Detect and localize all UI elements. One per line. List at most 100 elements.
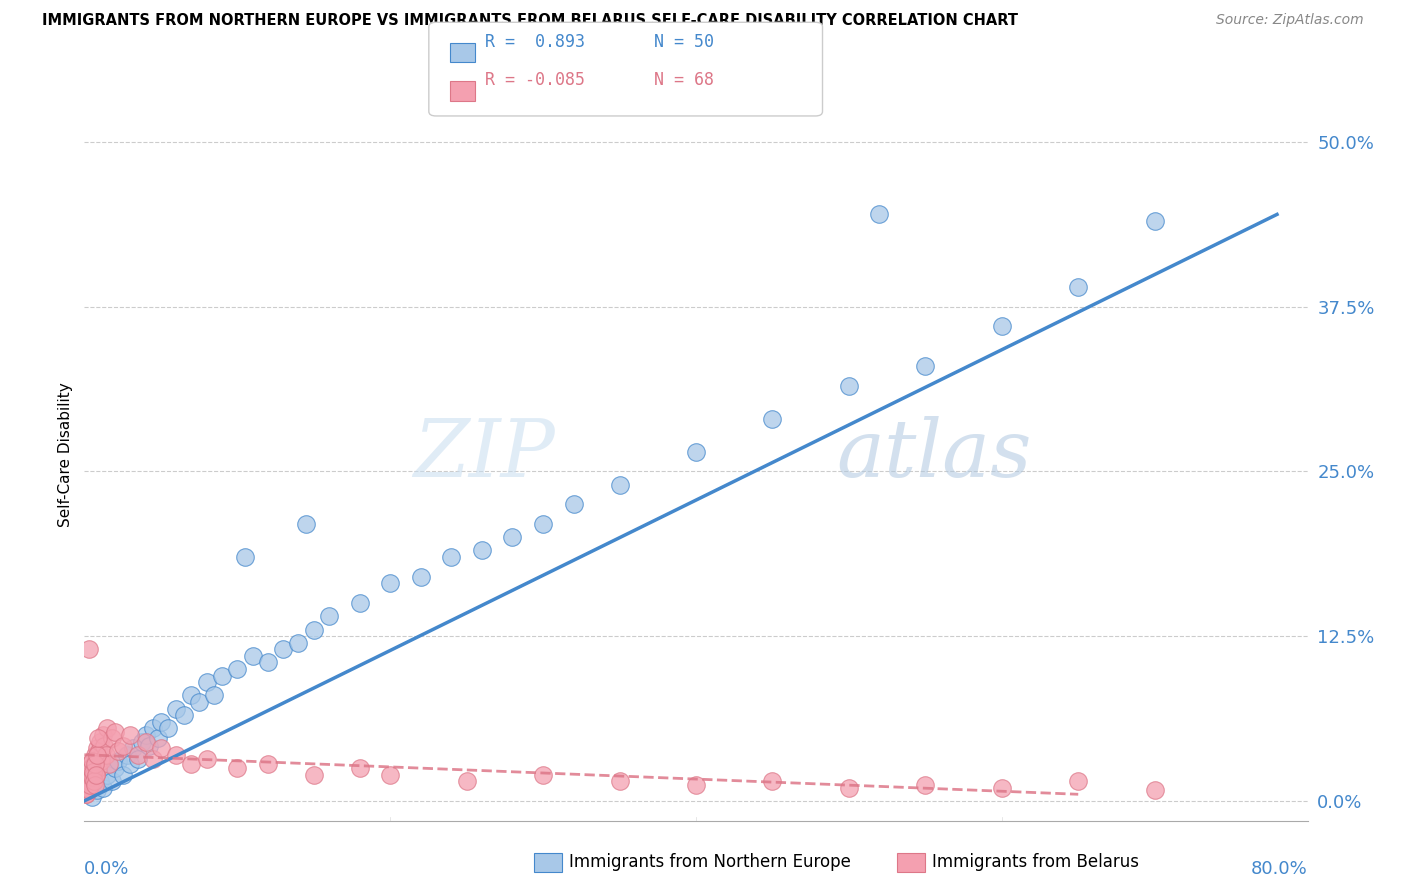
Point bbox=[165, 747, 187, 762]
Point bbox=[97, 756, 120, 771]
Point bbox=[86, 747, 108, 762]
Point bbox=[93, 739, 115, 753]
Text: 0.0%: 0.0% bbox=[84, 860, 129, 879]
Point bbox=[87, 744, 110, 758]
Point bbox=[111, 739, 134, 753]
Point bbox=[76, 780, 98, 795]
Point bbox=[440, 550, 463, 565]
Point bbox=[195, 675, 218, 690]
Point bbox=[131, 734, 153, 748]
Point bbox=[226, 662, 249, 676]
Text: atlas: atlas bbox=[837, 417, 1032, 493]
Point bbox=[914, 359, 936, 373]
Point bbox=[84, 778, 107, 792]
Text: N = 50: N = 50 bbox=[654, 33, 714, 51]
Point bbox=[91, 780, 114, 795]
Point bbox=[135, 734, 157, 748]
Point bbox=[77, 767, 100, 781]
Text: R =  0.893: R = 0.893 bbox=[485, 33, 585, 51]
Point bbox=[471, 543, 494, 558]
Point bbox=[83, 756, 105, 771]
Point bbox=[869, 207, 891, 221]
Point bbox=[82, 764, 104, 779]
Point bbox=[302, 623, 325, 637]
Text: N = 68: N = 68 bbox=[654, 71, 714, 89]
Point bbox=[349, 761, 371, 775]
Point bbox=[1143, 783, 1166, 797]
Point bbox=[79, 761, 101, 775]
Point bbox=[380, 576, 402, 591]
Point bbox=[146, 731, 169, 745]
Point bbox=[75, 787, 97, 801]
Point bbox=[79, 778, 101, 792]
Point bbox=[318, 609, 340, 624]
Point bbox=[79, 778, 101, 792]
Point bbox=[685, 778, 707, 792]
Point bbox=[609, 774, 631, 789]
Point bbox=[914, 778, 936, 792]
Point bbox=[89, 774, 111, 789]
Point bbox=[115, 747, 138, 762]
Point bbox=[1067, 280, 1090, 294]
Point bbox=[295, 517, 318, 532]
Point bbox=[409, 570, 432, 584]
Text: R = -0.085: R = -0.085 bbox=[485, 71, 585, 89]
Point bbox=[456, 774, 478, 789]
Point bbox=[96, 767, 118, 781]
Point bbox=[80, 770, 103, 784]
Point bbox=[82, 764, 104, 779]
Point bbox=[1143, 214, 1166, 228]
Text: Source: ZipAtlas.com: Source: ZipAtlas.com bbox=[1216, 13, 1364, 28]
Point bbox=[77, 783, 100, 797]
Point bbox=[76, 774, 98, 789]
Point bbox=[380, 767, 402, 781]
Point bbox=[202, 689, 225, 703]
Text: 80.0%: 80.0% bbox=[1251, 860, 1308, 879]
Point bbox=[127, 752, 149, 766]
Point bbox=[211, 668, 233, 682]
Point bbox=[138, 739, 160, 753]
Point bbox=[86, 741, 108, 756]
Point bbox=[120, 728, 142, 742]
Point bbox=[233, 550, 256, 565]
Point bbox=[149, 714, 172, 729]
Point bbox=[142, 752, 165, 766]
Point bbox=[180, 756, 202, 771]
Point bbox=[111, 767, 134, 781]
Point bbox=[122, 741, 145, 756]
Point bbox=[609, 477, 631, 491]
Point bbox=[107, 744, 129, 758]
Point bbox=[142, 722, 165, 736]
Point bbox=[165, 701, 187, 715]
Point bbox=[349, 596, 371, 610]
Point bbox=[89, 734, 111, 748]
Point bbox=[75, 787, 97, 801]
Point bbox=[120, 756, 142, 771]
Point bbox=[80, 789, 103, 804]
Point bbox=[104, 725, 127, 739]
Point bbox=[80, 755, 103, 769]
Point bbox=[107, 755, 129, 769]
Text: Immigrants from Northern Europe: Immigrants from Northern Europe bbox=[569, 853, 851, 871]
Point bbox=[1067, 774, 1090, 789]
Point bbox=[257, 756, 280, 771]
Point bbox=[83, 756, 105, 771]
Point bbox=[991, 780, 1014, 795]
Point bbox=[173, 708, 195, 723]
Point bbox=[226, 761, 249, 775]
Point bbox=[76, 780, 98, 795]
Point bbox=[135, 728, 157, 742]
Point bbox=[157, 722, 180, 736]
Point bbox=[685, 444, 707, 458]
Point bbox=[86, 783, 108, 797]
Point bbox=[87, 761, 110, 775]
Point bbox=[77, 767, 100, 781]
Point bbox=[76, 774, 98, 789]
Point bbox=[188, 695, 211, 709]
Point bbox=[101, 774, 124, 789]
Text: ZIP: ZIP bbox=[413, 417, 555, 493]
Point bbox=[86, 752, 108, 766]
Point bbox=[838, 378, 860, 392]
Point bbox=[127, 747, 149, 762]
Point bbox=[77, 642, 100, 657]
